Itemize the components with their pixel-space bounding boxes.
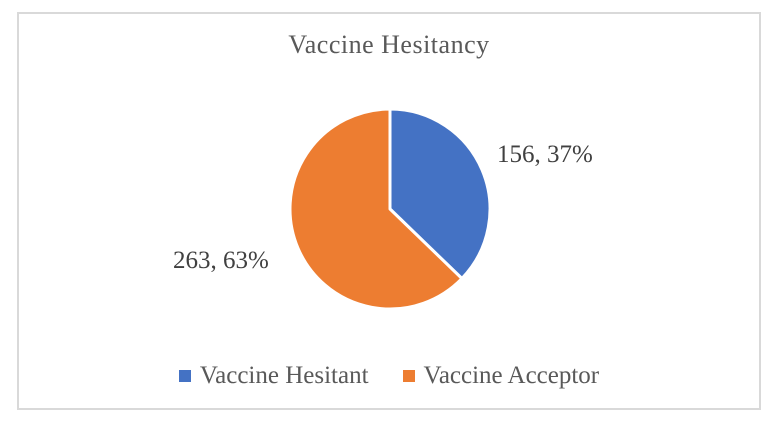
legend-item-vaccine-hesitant: Vaccine Hesitant bbox=[178, 362, 369, 390]
chart-legend: Vaccine Hesitant Vaccine Acceptor bbox=[19, 362, 759, 390]
legend-item-vaccine-acceptor: Vaccine Acceptor bbox=[402, 362, 600, 390]
chart-frame: Vaccine Hesitancy 156, 37% 263, 63% Vacc… bbox=[17, 12, 761, 410]
pie-slice-vaccine-acceptor bbox=[288, 107, 464, 311]
pie-chart bbox=[288, 107, 492, 311]
data-label-vaccine-hesitant: 156, 37% bbox=[497, 141, 593, 168]
chart-title: Vaccine Hesitancy bbox=[288, 30, 490, 59]
legend-swatch-blue-icon bbox=[178, 370, 191, 382]
data-label-vaccine-acceptor: 263, 63% bbox=[173, 247, 269, 274]
legend-label-vaccine-hesitant: Vaccine Hesitant bbox=[199, 362, 369, 389]
legend-swatch-orange-icon bbox=[402, 370, 415, 382]
legend-label-vaccine-acceptor: Vaccine Acceptor bbox=[423, 362, 600, 389]
pie-slice-vaccine-hesitant bbox=[388, 107, 492, 281]
